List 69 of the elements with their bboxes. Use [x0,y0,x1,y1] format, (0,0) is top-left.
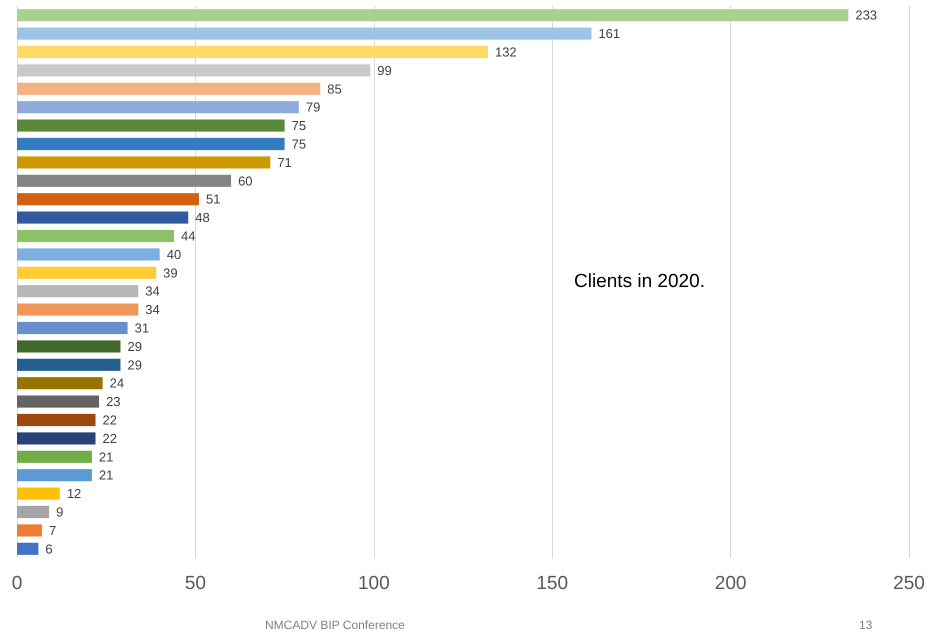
bar [17,542,38,555]
data-label: 21 [98,449,114,464]
bar [17,340,120,352]
text: NMCADV BIP Conference [265,618,406,632]
bar [17,414,96,426]
bar [17,82,320,95]
bar [17,156,270,168]
bar [17,230,174,242]
data-label: 7 [48,522,56,538]
x-tick-label: 50 [184,573,206,594]
bar [17,396,100,408]
data-label: 12 [66,486,82,502]
data-label: 29 [127,338,142,354]
data-label: 85 [327,81,342,96]
bar [17,506,50,518]
bar [17,120,285,132]
bar [17,524,42,536]
bar [17,285,138,298]
data-label: 161 [598,26,620,42]
bar [17,138,285,150]
bar [17,450,92,463]
bar [17,377,103,390]
bar [17,212,188,224]
data-label: 79 [306,100,320,115]
data-label: 22 [102,430,117,446]
bar [17,358,120,371]
data-label: 24 [110,376,124,391]
x-tick-label: 100 [358,573,390,594]
data-label: 21 [98,468,114,483]
data-label: 233 [855,8,878,23]
data-label: 34 [145,302,160,318]
bar [17,322,128,334]
bar [17,174,232,187]
text: 13 [859,618,873,632]
data-label: 9 [56,504,64,520]
bar [17,46,488,58]
data-label: 23 [106,394,121,410]
bar [17,304,138,316]
data-label: 75 [292,118,306,134]
x-tick-label: 0 [12,573,22,594]
data-label: 39 [163,265,178,280]
data-label: 75 [292,136,306,152]
data-label: 34 [145,284,160,299]
data-label: 48 [195,210,210,226]
data-label: 22 [102,412,117,428]
data-label: 44 [180,228,196,244]
annotation: Clients in 2020. [574,271,705,292]
data-label: 40 [166,246,182,262]
data-label: 99 [377,62,392,78]
bar [17,248,160,260]
bar [17,488,60,500]
x-tick-label: 150 [536,573,568,594]
x-tick-label: 200 [714,573,746,594]
bar [17,101,299,114]
data-label: 132 [494,44,517,60]
bar [17,64,370,76]
bar [17,28,592,40]
data-label: 31 [134,320,150,336]
data-label: 60 [238,173,253,188]
bar [17,266,156,279]
data-label: 29 [127,357,142,372]
bar [17,9,848,22]
data-label: 71 [277,154,292,170]
x-tick-label: 250 [893,573,925,594]
bar [17,193,199,206]
bar [17,432,96,444]
data-label: 6 [45,541,53,556]
data-label: 51 [206,192,220,207]
bar [17,469,92,482]
